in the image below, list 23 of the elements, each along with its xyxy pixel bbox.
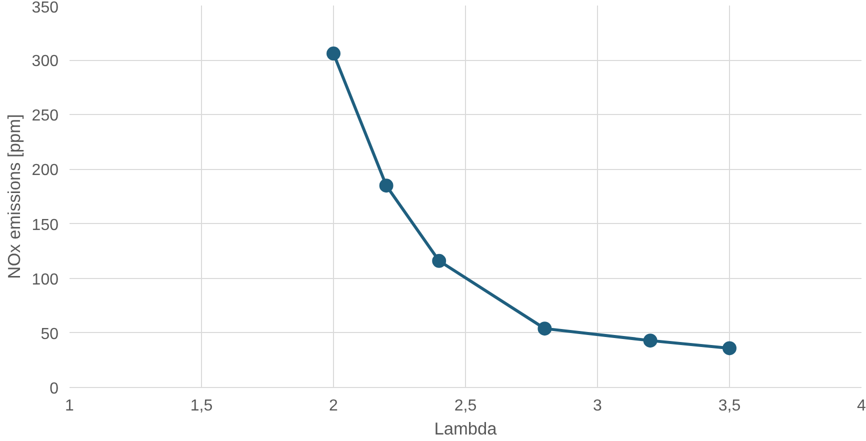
y-tick-label: 50 xyxy=(40,326,59,343)
y-tick-label: 250 xyxy=(32,108,59,125)
x-tick-label: 1,5 xyxy=(190,398,213,414)
x-tick-label: 4 xyxy=(857,398,866,414)
point xyxy=(722,341,736,356)
x-tick-label: 3,5 xyxy=(718,398,741,414)
point xyxy=(432,254,446,268)
x-tick-label: 2 xyxy=(329,398,338,414)
x-tick-label: 2,5 xyxy=(454,398,477,414)
y-tick-label: 100 xyxy=(32,271,59,288)
y-tick-label: 350 xyxy=(32,0,59,16)
y-axis-title: NOx emissions [ppm] xyxy=(4,114,24,279)
point xyxy=(326,46,340,61)
y-tick-label: 150 xyxy=(32,216,59,234)
point xyxy=(643,334,658,348)
point xyxy=(379,178,394,193)
x-tick-label: 3 xyxy=(593,398,602,414)
x-axis-title: Lambda xyxy=(434,418,498,438)
y-tick-label: 300 xyxy=(32,53,59,70)
y-tick-label: 200 xyxy=(32,162,59,180)
x-tick-label: 1 xyxy=(65,398,74,414)
y-tick-label: 0 xyxy=(50,380,59,398)
point xyxy=(538,322,552,336)
